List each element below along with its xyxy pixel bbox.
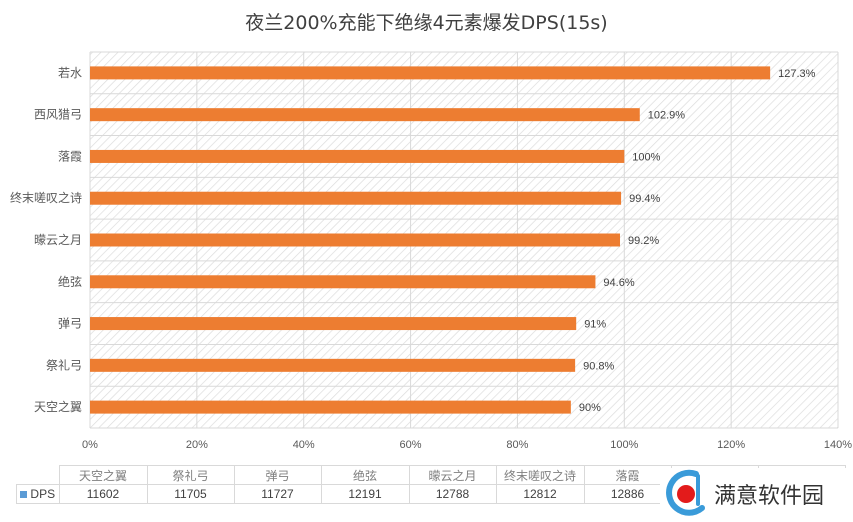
bar <box>90 108 640 122</box>
data-table-header: 终末嗟叹之诗 <box>495 465 585 485</box>
x-tick-label: 80% <box>506 439 528 451</box>
data-label: 99.4% <box>629 193 660 205</box>
category-label: 绝弦 <box>58 274 82 289</box>
data-table-header: 弹弓 <box>233 465 322 485</box>
bars <box>90 66 771 414</box>
category-label: 落霞 <box>58 149 82 163</box>
data-table-header: 绝弦 <box>320 465 410 485</box>
bar <box>90 275 596 289</box>
x-tick-label: 0% <box>82 439 98 451</box>
data-table-header: 落霞 <box>583 465 672 485</box>
x-tick-label: 40% <box>293 439 315 451</box>
x-tick-label: 60% <box>400 439 422 451</box>
data-table-header: 祭礼弓 <box>146 465 235 485</box>
data-label: 90% <box>579 402 601 414</box>
data-label: 99.2% <box>628 235 659 247</box>
bar <box>90 149 625 163</box>
series-name: DPS <box>30 487 56 501</box>
category-label: 曚云之月 <box>34 233 82 247</box>
chart-title: 夜兰200%充能下绝缘4元素爆发DPS(15s) <box>245 12 608 34</box>
x-tick-label: 140% <box>824 439 852 451</box>
data-table-corner <box>16 465 60 485</box>
x-tick-label: 20% <box>186 439 208 451</box>
category-label: 西风猎弓 <box>34 108 82 122</box>
watermark: 满意软件园 <box>660 468 850 518</box>
data-table-cell: 11602 <box>58 484 148 504</box>
data-table-cell: 12812 <box>495 484 585 504</box>
category-label: 若水 <box>58 66 82 80</box>
legend-key-icon <box>20 491 28 499</box>
category-label: 弹弓 <box>58 317 82 331</box>
x-tick-label: 120% <box>717 439 745 451</box>
category-label: 天空之翼 <box>34 400 82 414</box>
watermark-text: 满意软件园 <box>714 484 825 509</box>
data-labels: 127.3% 102.9% 100% 99.4% 99.2% 94.6% 91% 90.8% 9… <box>579 68 816 414</box>
watermark-logo-icon <box>666 469 705 516</box>
data-table-cell: 12788 <box>408 484 497 504</box>
data-table-cell: 11727 <box>233 484 322 504</box>
data-label: 127.3% <box>778 68 816 80</box>
x-axis-tick-labels: 0% 20% 40% 60% 80% 100% 120% 140% <box>82 439 852 451</box>
x-tick-label: 100% <box>610 439 638 451</box>
bar <box>90 233 621 247</box>
category-label: 祭礼弓 <box>46 357 82 372</box>
bar <box>90 191 622 205</box>
data-table-cell: 11705 <box>146 484 235 504</box>
data-label: 90.8% <box>583 360 614 372</box>
data-label: 91% <box>584 319 606 331</box>
category-label: 终末嗟叹之诗 <box>10 190 82 205</box>
data-table-cell: 12886 <box>583 484 672 504</box>
data-label: 102.9% <box>648 110 686 122</box>
data-table-header: 天空之翼 <box>58 465 148 485</box>
bar <box>90 317 577 331</box>
data-table-series-label: DPS <box>16 484 60 504</box>
data-label: 94.6% <box>603 277 634 289</box>
data-label: 100% <box>632 151 660 163</box>
bar <box>90 400 571 414</box>
data-table-cell: 12191 <box>320 484 410 504</box>
bar <box>90 358 576 372</box>
bar <box>90 66 771 80</box>
data-table-header: 曚云之月 <box>408 465 497 485</box>
